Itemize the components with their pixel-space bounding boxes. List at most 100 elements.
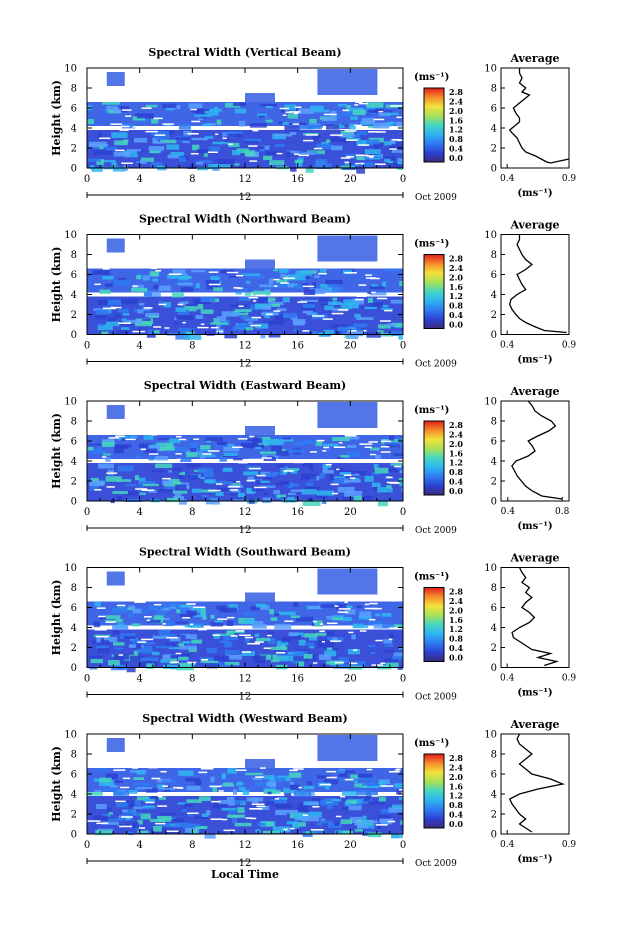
heatmap-cell — [134, 137, 148, 143]
heatmap-gap — [333, 446, 346, 448]
heatmap-gap — [284, 620, 294, 622]
heatmap-cell — [273, 269, 279, 272]
profile-frame — [500, 400, 570, 502]
profile-x-tick-label: 0.9 — [562, 674, 577, 684]
heatmap-cell — [258, 806, 270, 811]
heatmap-cell — [137, 830, 149, 834]
heatmap-cell — [332, 637, 338, 643]
heatmap-gap — [266, 313, 273, 316]
heatmap-cell — [209, 496, 219, 501]
heatmap-cell — [334, 822, 340, 826]
heatmap-cell — [224, 642, 233, 648]
heatmap-gap — [289, 111, 301, 113]
profile-x-tick-label: 0.4 — [500, 674, 515, 684]
heatmap-cell — [308, 791, 316, 796]
profile-y-tick-label: 4 — [491, 790, 497, 801]
y-tick-label: 10 — [64, 230, 77, 241]
heatmap-cell — [186, 452, 198, 458]
heatmap-cell — [98, 159, 116, 163]
heatmap-cell — [400, 804, 403, 811]
heatmap-cell — [300, 299, 319, 302]
heatmap-cell — [201, 299, 211, 302]
heatmap-cell — [280, 438, 294, 442]
heatmap-gap — [186, 603, 196, 605]
heatmap-gap — [193, 606, 206, 609]
heatmap-gap — [364, 607, 378, 610]
heatmap-cell — [177, 802, 186, 805]
colorbar-tick-label: 2.4 — [449, 263, 463, 273]
heatmap-gap — [250, 817, 257, 820]
heatmap-cell — [278, 121, 285, 125]
heatmap-cell — [261, 500, 271, 504]
heatmap-cell — [274, 144, 285, 147]
heatmap-cell — [271, 303, 281, 307]
heatmap-gap — [157, 127, 164, 129]
heatmap-cell — [386, 662, 399, 668]
heatmap-gap — [317, 792, 327, 795]
heatmap-gap — [119, 129, 129, 131]
heatmap-cell — [323, 329, 335, 335]
heatmap-cell — [297, 108, 314, 114]
heatmap-patch — [317, 735, 378, 761]
heatmap-cell — [332, 300, 337, 306]
heatmap-cell — [296, 150, 303, 153]
heatmap-cell — [200, 660, 219, 664]
x-tick-label: 16 — [291, 840, 304, 851]
heatmap-cell — [279, 269, 289, 274]
heatmap-cell — [178, 327, 195, 334]
heatmap-cell — [201, 813, 209, 817]
colorbar-tick-label: 2.8 — [449, 753, 463, 763]
heatmap-gap — [380, 446, 390, 448]
heatmap-cell — [331, 798, 337, 802]
heatmap-cell — [352, 661, 366, 666]
heatmap-cell — [163, 481, 182, 487]
heatmap-gap — [110, 306, 122, 309]
heatmap-gap — [193, 438, 200, 440]
y-tick-label: 10 — [64, 730, 77, 741]
heatmap-cell — [126, 815, 131, 821]
heatmap-gap — [191, 120, 201, 123]
heatmap-cell — [89, 666, 98, 670]
heatmap-cell — [91, 167, 103, 172]
heatmap-gap — [283, 470, 294, 472]
heatmap-cell — [180, 645, 197, 650]
heatmap-cell — [236, 781, 244, 786]
heatmap-cell — [216, 324, 221, 329]
heatmap-cell — [287, 274, 306, 281]
heatmap-gap — [189, 623, 194, 626]
heatmap-cell — [228, 142, 240, 148]
heatmap-cell — [259, 451, 277, 455]
heatmap-patch — [317, 402, 378, 428]
heatmap-cell — [314, 623, 322, 627]
x-tick-label: 8 — [189, 840, 195, 851]
heatmap-gap — [357, 144, 370, 146]
heatmap-cell — [378, 110, 391, 117]
heatmap-cell — [175, 333, 190, 340]
heatmap-gap — [113, 769, 126, 771]
heatmap-gap — [322, 318, 333, 320]
colorbar-tick-label: 2.8 — [449, 254, 463, 264]
heatmap-cell — [347, 648, 360, 655]
heatmap-gap — [175, 652, 182, 655]
heatmap-gap — [96, 822, 109, 825]
heatmap-gap — [364, 603, 370, 606]
heatmap-cell — [142, 318, 151, 322]
heatmap-cell — [236, 148, 249, 154]
heatmap-cell — [194, 114, 212, 117]
heatmap-gap — [389, 771, 400, 773]
heatmap-cell — [105, 457, 111, 462]
heatmap-cell — [139, 492, 146, 495]
heatmap-gap — [387, 820, 396, 823]
heatmap-cell — [121, 298, 138, 304]
heatmap-gap — [235, 630, 245, 632]
x-tick-label: 0 — [84, 507, 90, 518]
heatmap-cell — [175, 137, 190, 141]
heatmap-cell — [133, 643, 142, 649]
heatmap-gap — [380, 320, 391, 322]
heatmap-cell — [109, 785, 118, 788]
heatmap-cell — [356, 156, 365, 161]
heatmap-gap — [166, 830, 179, 833]
heatmap-cell — [242, 273, 261, 276]
heatmap-cell — [175, 307, 186, 312]
heatmap-cell — [259, 605, 270, 611]
